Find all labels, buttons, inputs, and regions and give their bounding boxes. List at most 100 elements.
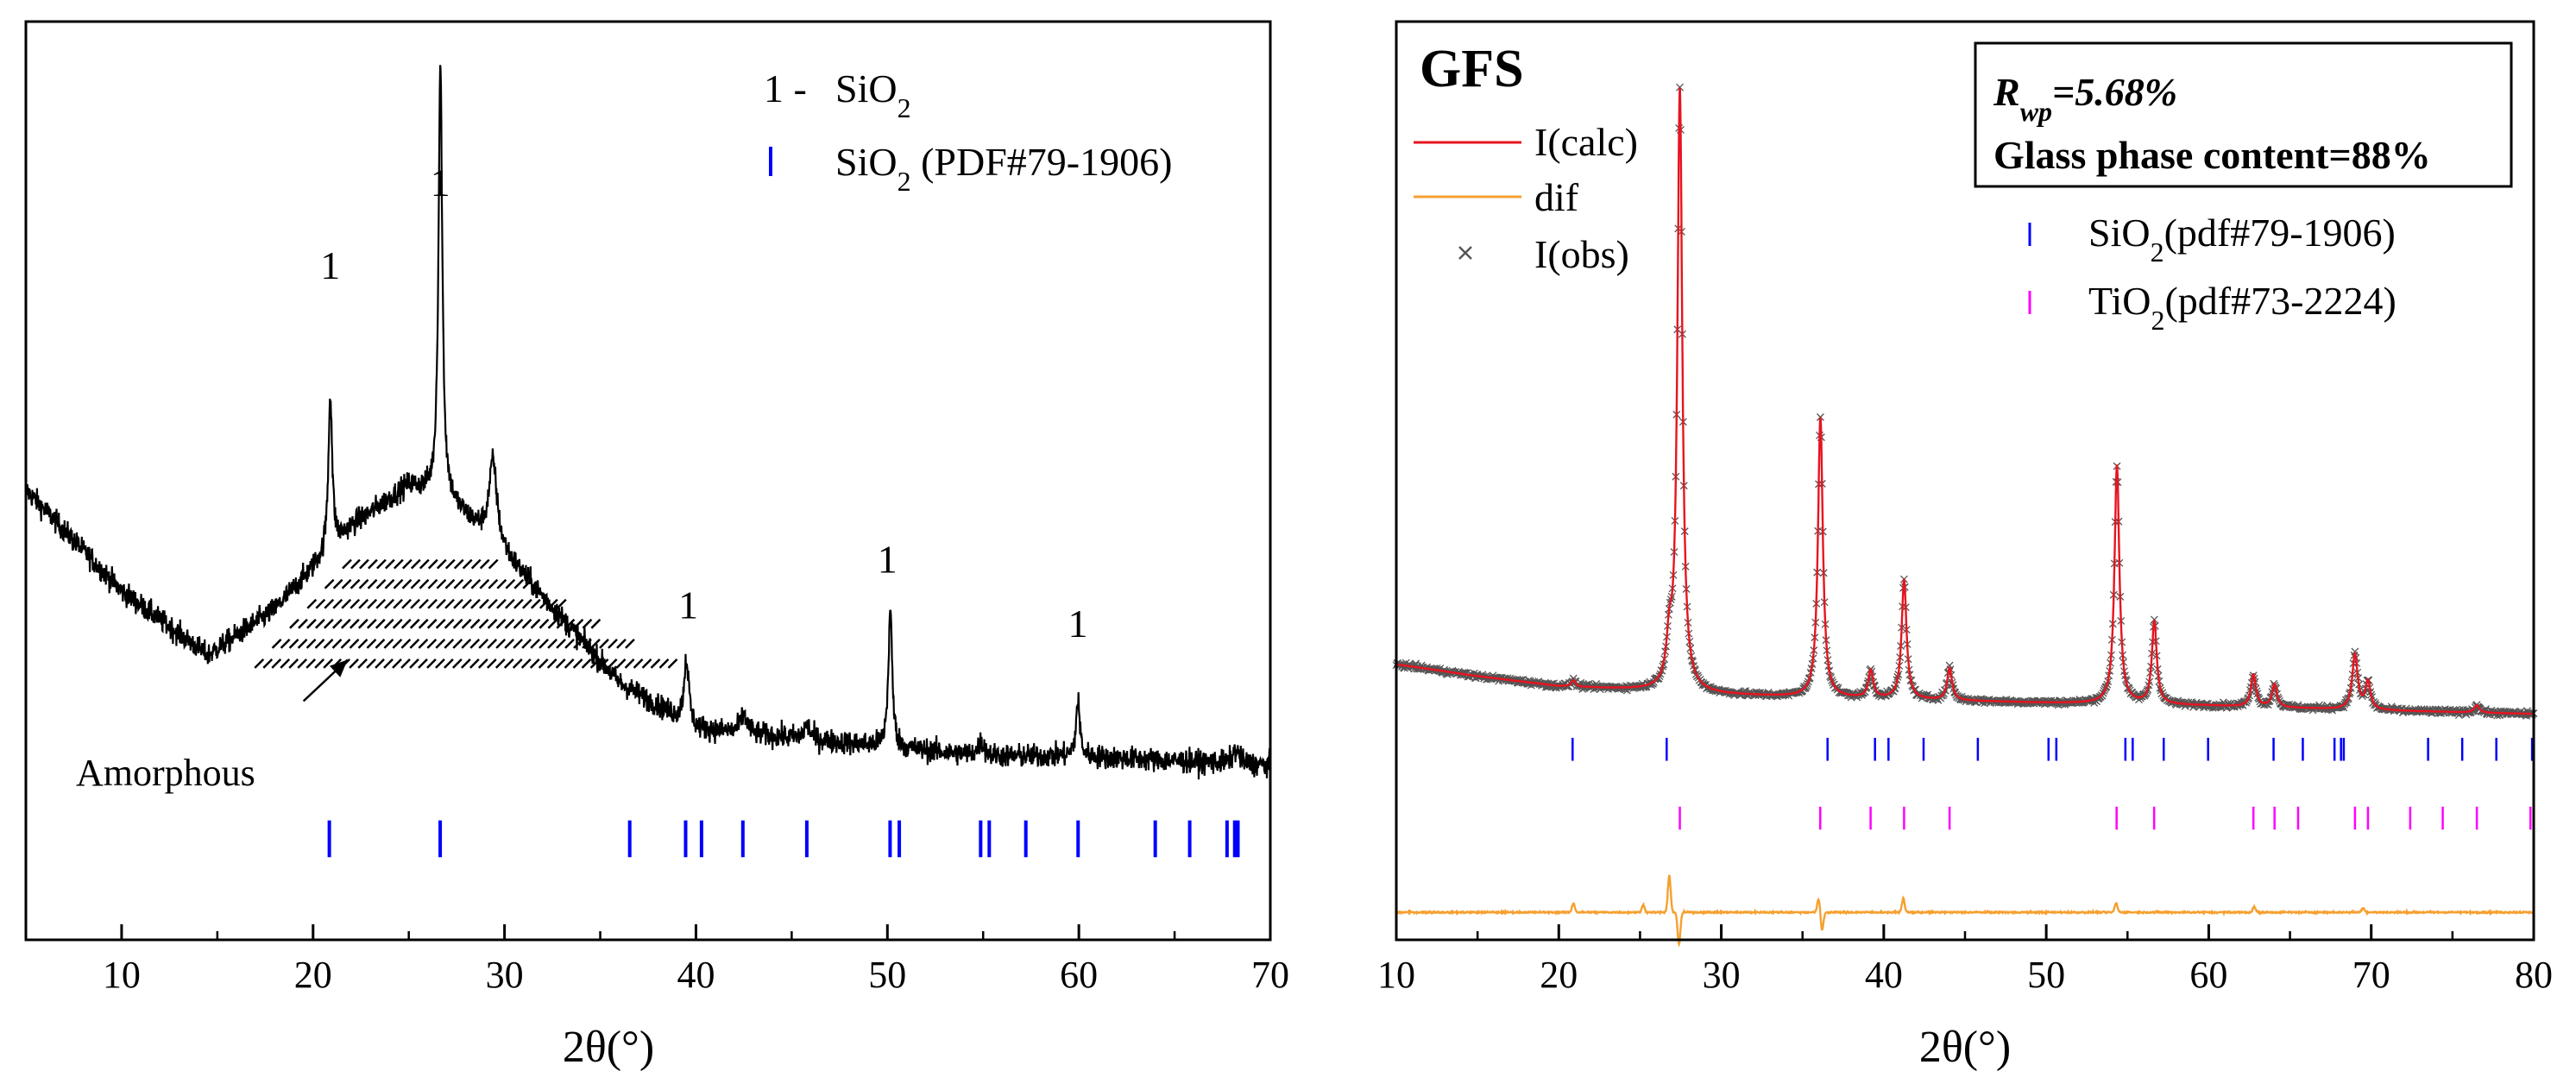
right-axis-tick-labels: 10 20 30 40 50 60 70 80 bbox=[1377, 954, 2553, 996]
hatch-stroke bbox=[590, 618, 601, 629]
hatch-stroke bbox=[366, 618, 377, 629]
hatch-stroke bbox=[305, 658, 317, 669]
hatch-stroke bbox=[392, 618, 403, 629]
hatch-stroke bbox=[410, 598, 420, 609]
hatch-stroke bbox=[625, 638, 635, 649]
hatch-stroke bbox=[357, 638, 368, 649]
hatch-stroke bbox=[513, 618, 524, 629]
hatch-stroke bbox=[444, 658, 454, 669]
right-series-group bbox=[1392, 83, 2538, 948]
hatch-stroke bbox=[419, 578, 430, 589]
hatch-stroke bbox=[599, 638, 609, 649]
hatch-stroke bbox=[383, 638, 394, 649]
hatch-stroke bbox=[556, 598, 567, 609]
hatch-stroke bbox=[366, 658, 376, 669]
hatch-stroke bbox=[288, 638, 299, 649]
amorphous-annotation: Amorphous bbox=[76, 658, 349, 794]
hatch-stroke bbox=[487, 638, 498, 649]
hatch-stroke bbox=[349, 618, 360, 629]
hatch-stroke bbox=[616, 638, 627, 649]
hatch-stroke bbox=[409, 658, 419, 669]
right-x-tick-label: 50 bbox=[2027, 954, 2065, 996]
hatch-stroke bbox=[546, 658, 557, 669]
hatch-stroke bbox=[470, 578, 482, 589]
hatch-stroke bbox=[314, 658, 325, 669]
hatch-stroke bbox=[436, 578, 447, 589]
hatch-stroke bbox=[444, 558, 456, 570]
hatch-stroke bbox=[505, 578, 516, 589]
hatch-stroke bbox=[332, 598, 343, 609]
hatch-stroke bbox=[297, 658, 308, 669]
hatch-stroke bbox=[521, 638, 532, 649]
hatch-stroke bbox=[504, 618, 515, 629]
refinement-info-box: Rwp=5.68% Glass phase content=88% bbox=[1974, 41, 2513, 188]
hatch-stroke bbox=[469, 618, 481, 629]
hatch-stroke bbox=[383, 658, 394, 669]
hatch-stroke bbox=[314, 638, 325, 649]
legend-calc-label: I(calc) bbox=[1534, 120, 1638, 164]
hatch-stroke bbox=[503, 658, 514, 669]
left-x-tick-label: 70 bbox=[1251, 954, 1289, 996]
hatch-stroke bbox=[435, 638, 446, 649]
hatch-stroke bbox=[444, 598, 455, 609]
right-x-tick-label: 70 bbox=[2352, 954, 2390, 996]
hatch-stroke bbox=[350, 558, 361, 570]
hatch-stroke bbox=[289, 618, 299, 629]
hatch-stroke bbox=[539, 638, 549, 649]
hatch-stroke bbox=[469, 658, 480, 669]
hatch-stroke bbox=[271, 658, 282, 669]
hatch-stroke bbox=[401, 578, 413, 589]
hatch-stroke bbox=[427, 558, 438, 570]
hatch-stroke bbox=[453, 578, 464, 589]
hatch-stroke bbox=[418, 658, 428, 669]
hatch-stroke bbox=[521, 618, 532, 629]
glass-phase-label: Glass phase content=88% bbox=[1993, 133, 2431, 177]
hatch-stroke bbox=[349, 658, 359, 669]
hatch-stroke bbox=[359, 558, 369, 570]
dif-line bbox=[1395, 874, 2535, 948]
peak-label: 1 bbox=[320, 243, 340, 287]
hatch-stroke bbox=[641, 658, 652, 669]
hatch-stroke bbox=[315, 598, 326, 609]
hatch-stroke bbox=[332, 578, 343, 589]
hatch-stroke bbox=[667, 658, 678, 669]
hatch-stroke bbox=[375, 618, 386, 629]
hatch-stroke bbox=[496, 578, 507, 589]
hatch-stroke bbox=[288, 658, 299, 669]
peak-label: 1 bbox=[678, 583, 698, 627]
hatch-stroke bbox=[392, 638, 403, 649]
hatch-stroke bbox=[297, 638, 308, 649]
amorphous-hatch-region bbox=[254, 558, 678, 669]
right-x-tick-label: 10 bbox=[1377, 954, 1415, 996]
hatch-stroke bbox=[470, 558, 482, 570]
hatch-stroke bbox=[520, 658, 532, 669]
hatch-stroke bbox=[410, 578, 421, 589]
hatch-stroke bbox=[280, 638, 291, 649]
hatch-stroke bbox=[306, 618, 317, 629]
hatch-stroke bbox=[324, 578, 335, 589]
hatch-stroke bbox=[521, 598, 532, 609]
left-axis-tick-labels: 10 20 30 40 50 60 70 bbox=[103, 954, 1289, 996]
hatch-stroke bbox=[462, 598, 472, 609]
hatch-stroke bbox=[349, 638, 360, 649]
left-x-axis-label: 2θ(°) bbox=[563, 1023, 654, 1072]
peak-label: 1 bbox=[1068, 602, 1088, 646]
hatch-stroke bbox=[488, 578, 499, 589]
hatch-stroke bbox=[376, 558, 387, 570]
hatch-stroke bbox=[572, 658, 583, 669]
hatch-stroke bbox=[367, 578, 378, 589]
hatch-stroke bbox=[306, 598, 318, 609]
hatch-stroke bbox=[452, 658, 463, 669]
hatch-stroke bbox=[486, 658, 497, 669]
left-reference-ticks bbox=[327, 820, 1240, 858]
hatch-stroke bbox=[419, 558, 430, 570]
hatch-stroke bbox=[436, 598, 446, 609]
hatch-stroke bbox=[350, 578, 361, 589]
left-axis-ticks bbox=[24, 924, 1272, 940]
right-x-tick-label: 40 bbox=[1865, 954, 1903, 996]
tio2-ref-legend-label: TiO2(pdf#73-2224) bbox=[2088, 279, 2396, 336]
left-plot-frame bbox=[24, 20, 1272, 942]
hatch-stroke bbox=[547, 618, 558, 629]
right-x-tick-label: 20 bbox=[1540, 954, 1578, 996]
hatch-stroke bbox=[556, 638, 566, 649]
